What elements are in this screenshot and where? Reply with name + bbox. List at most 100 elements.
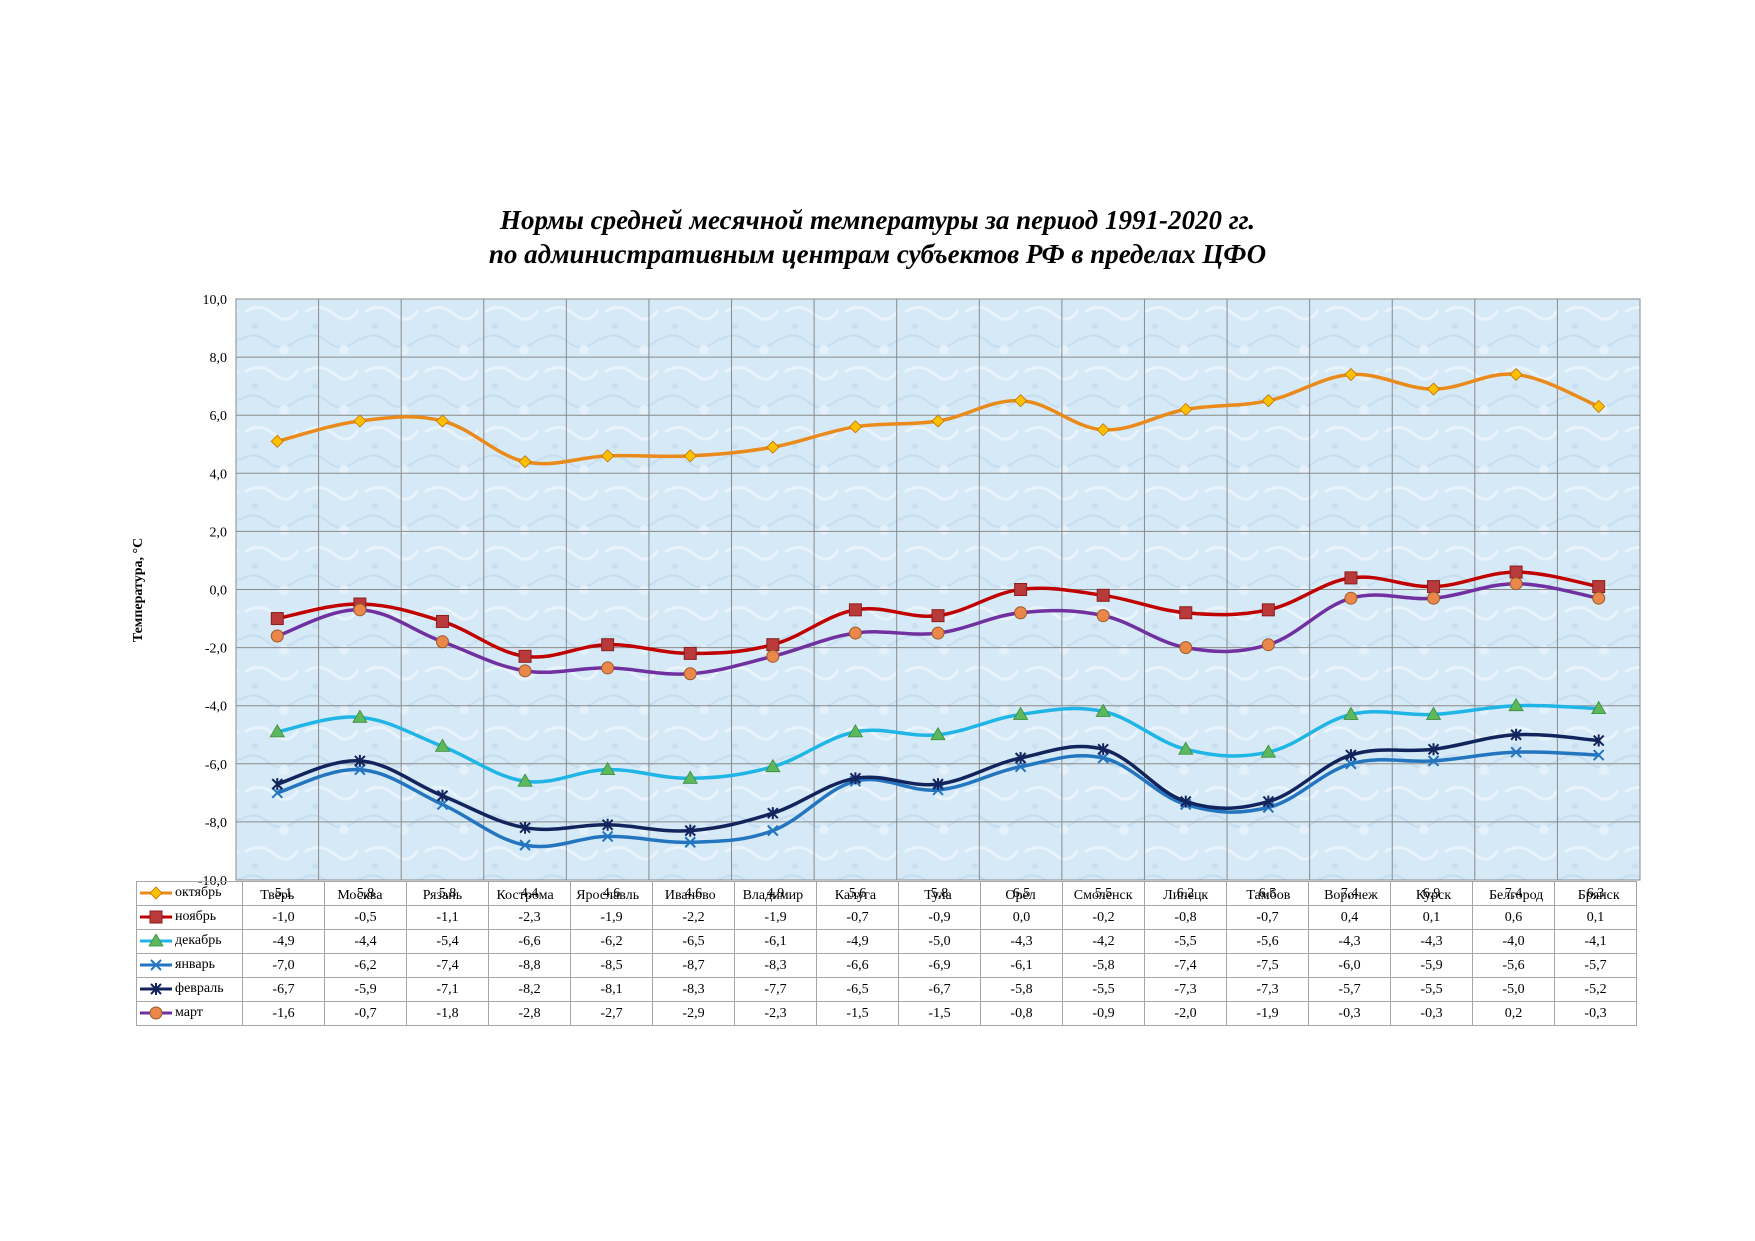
table-cell: -1,9 [570,905,653,930]
table-cell: 4,9 [734,881,817,906]
data-point [518,649,532,663]
data-point [601,661,615,675]
legend-entry: декабрь [136,929,243,954]
data-point [766,649,780,663]
table-cell: -4,3 [1308,929,1391,954]
table-cell: -5,4 [406,929,489,954]
series-layer [269,367,1607,851]
table-cell: -2,2 [652,905,735,930]
legend-marker [150,983,162,996]
data-point [1510,728,1522,741]
table-cell: 4,4 [488,881,571,906]
legend-entry: март [136,1001,243,1026]
data-point [517,773,533,787]
table-cell: -7,3 [1226,977,1309,1002]
data-point [271,787,284,799]
data-point [766,440,780,454]
table-cell: -8,8 [488,953,571,978]
legend-entry: октябрь [136,881,243,906]
data-point [765,758,781,773]
table-cell: -2,3 [488,905,571,930]
legend-label: февраль [175,981,224,997]
table-cell: -6,1 [980,953,1063,978]
table-cell: -6,6 [488,929,571,954]
table-cell: -4,0 [1472,929,1555,954]
table-cell: -8,1 [570,977,653,1002]
data-point [683,646,697,660]
table-cell: -6,1 [734,929,817,954]
table-cell: -2,7 [570,1001,653,1026]
data-point [435,414,450,428]
table-cell: -0,3 [1390,1001,1473,1026]
data-point [1509,367,1523,382]
table-cell: 5,8 [406,881,489,906]
table-cell: -5,9 [324,977,407,1002]
table-cell: -6,9 [898,953,981,978]
legend-marker [149,910,163,924]
data-point [599,761,616,776]
table-cell: -1,6 [242,1001,325,1026]
legend-marker [150,959,162,972]
data-point [1508,697,1524,712]
table-cell: -6,5 [816,977,899,1002]
data-point [435,614,449,628]
legend-marker [149,886,163,900]
data-point [1014,760,1027,773]
data-point [353,603,367,617]
data-point [1345,749,1357,762]
y-tick-label: 2,0 [210,525,228,540]
table-cell: -4,9 [816,929,899,954]
data-point [1592,580,1606,594]
table-cell: -8,3 [652,977,735,1002]
data-point [1096,588,1110,602]
table-cell: -8,2 [488,977,571,1002]
data-point [848,626,862,640]
data-point [767,824,779,837]
table-cell: 6,5 [1226,881,1309,906]
data-point [1345,758,1357,770]
data-point [1592,591,1606,605]
table-cell: -0,9 [1062,1001,1145,1026]
legend-marker [148,934,164,947]
data-point [1097,752,1109,764]
y-axis-ticks: 10,08,06,04,02,00,0-2,0-4,0-6,0-8,0-10,0 [198,293,227,889]
table-cell: -7,5 [1226,953,1309,978]
chart-title-line-1: Нормы средней месячной температуры за пе… [499,205,1256,235]
data-point [270,629,284,643]
data-point [1012,706,1029,720]
legend-label: март [175,1005,203,1021]
data-point [1179,402,1193,416]
y-tick-label: 8,0 [210,351,228,366]
data-point [270,612,284,626]
table-row: январь -7,0 -6,2 -7,4 -8,8 -8,5 -8,7 -8,3 -6,6 -6… [136,953,1637,978]
table-cell: -1,5 [816,1001,899,1026]
data-point [1014,751,1027,764]
table-cell: -7,7 [734,977,817,1002]
legend-label: декабрь [175,933,222,949]
table-cell: -1,9 [734,905,817,930]
legend-label: январь [175,957,215,973]
table-cell: -4,3 [1390,929,1473,954]
data-point [601,638,615,652]
data-point [519,839,531,851]
table-cell: -2,9 [652,1001,735,1026]
table-cell: 6,9 [1390,881,1473,906]
table-cell: -0,8 [980,1001,1063,1026]
table-cell: -5,8 [980,977,1063,1002]
data-point [1262,795,1275,808]
data-point [684,836,696,848]
table-cell: 0,2 [1472,1001,1555,1026]
table-cell: -6,2 [570,929,653,954]
table-cell: 0,1 [1554,905,1637,930]
legend-key [140,983,172,996]
data-point [1427,580,1441,594]
table-cell: -5,5 [1390,977,1473,1002]
y-tick-label: 4,0 [210,467,228,482]
data-point [1426,382,1441,396]
data-point [1427,591,1441,605]
legend-marker [149,1006,163,1020]
table-cell: -4,1 [1554,929,1637,954]
table-cell: -7,4 [406,953,489,978]
table-cell: -5,7 [1308,977,1391,1002]
table-cell: 0,6 [1472,905,1555,930]
